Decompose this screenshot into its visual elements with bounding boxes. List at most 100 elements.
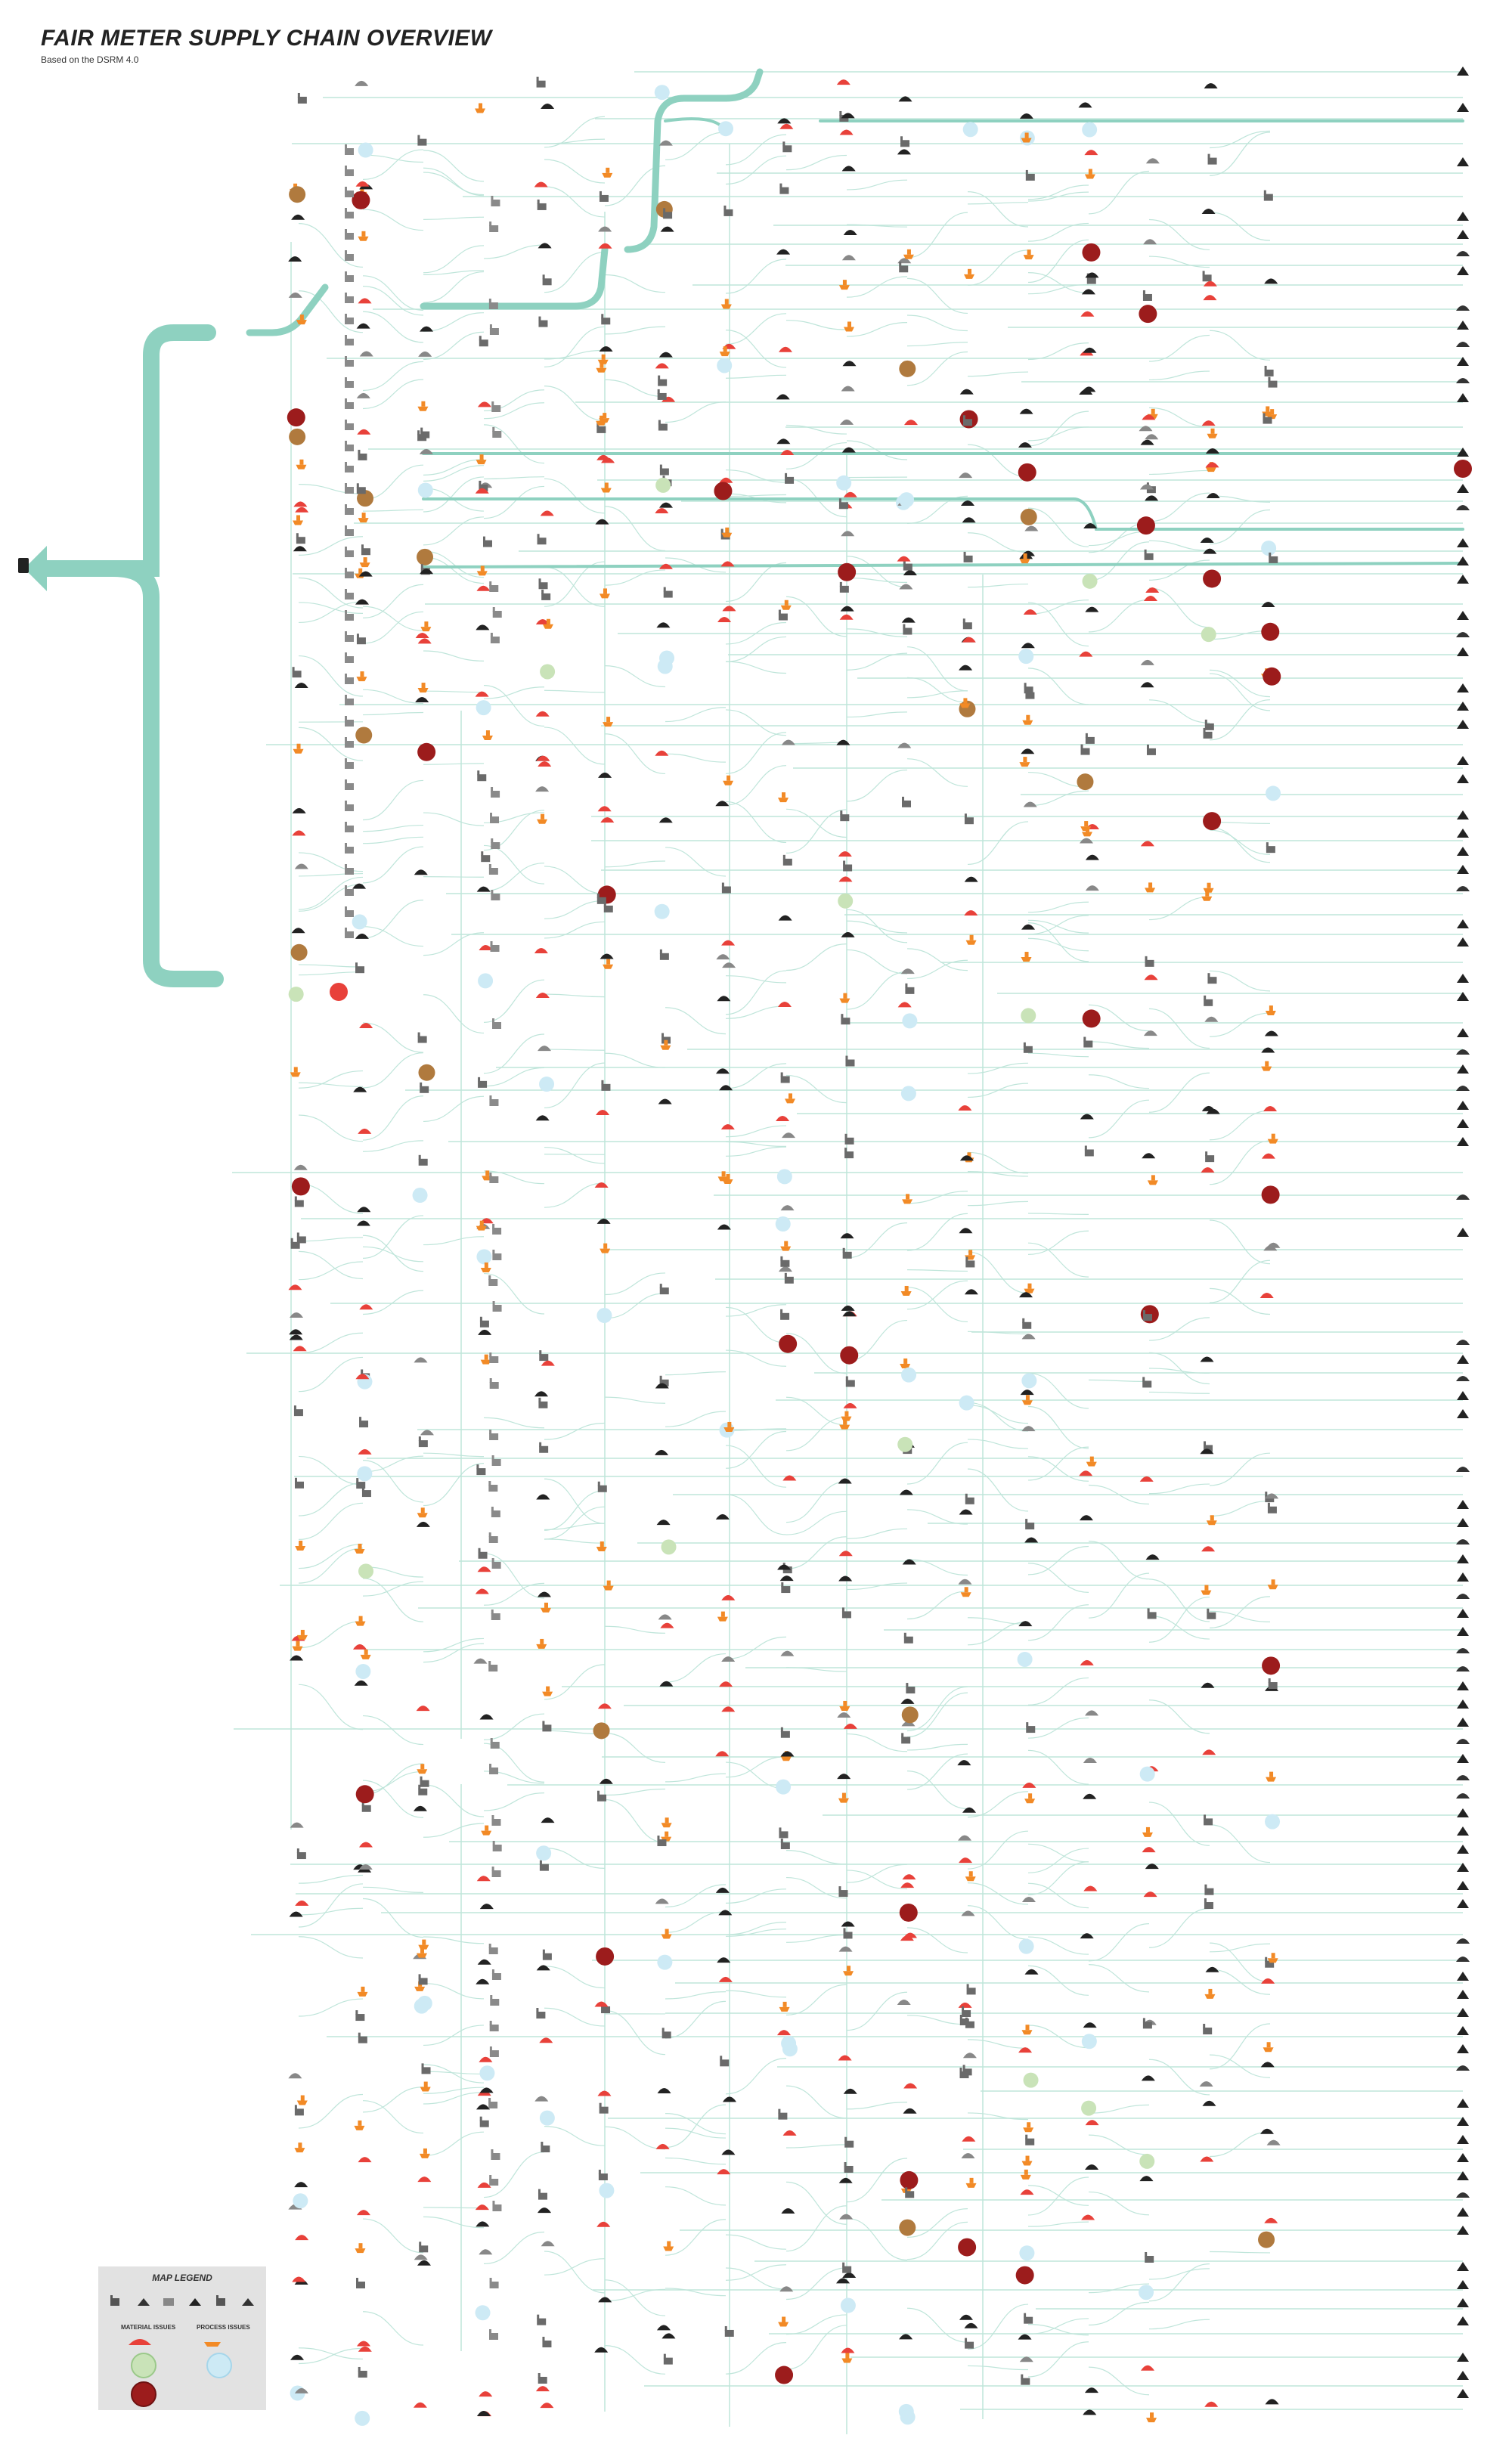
connector-line bbox=[1148, 1579, 1210, 1622]
connector-line bbox=[362, 900, 424, 939]
material-issue-icon bbox=[1015, 2266, 1034, 2285]
factory-icon bbox=[489, 324, 499, 335]
factory-chimney bbox=[490, 1738, 493, 1743]
ore-pile-icon bbox=[358, 1128, 372, 1134]
factory-body bbox=[1142, 1380, 1152, 1388]
factory-chimney bbox=[1022, 1318, 1025, 1323]
factory-body bbox=[659, 1379, 669, 1386]
ore-pile-icon bbox=[1018, 1621, 1033, 1627]
ore-pile-icon bbox=[1456, 632, 1470, 637]
connector-line bbox=[423, 216, 485, 220]
ore-pile-icon bbox=[1456, 505, 1470, 510]
factory-icon bbox=[657, 389, 667, 400]
factory-body bbox=[845, 1059, 855, 1067]
connector-line bbox=[1027, 2341, 1089, 2378]
factory-body bbox=[542, 2340, 552, 2347]
connector-line bbox=[1148, 2263, 1210, 2302]
connector-line bbox=[906, 1269, 968, 1272]
factory-chimney bbox=[903, 624, 906, 629]
factory-icon bbox=[345, 420, 354, 430]
connector-line bbox=[604, 2009, 666, 2056]
ore-pile-icon bbox=[959, 389, 974, 395]
ship-icon bbox=[778, 2322, 789, 2327]
connector-line bbox=[362, 611, 424, 644]
factory-chimney bbox=[842, 2262, 845, 2267]
ship-icon bbox=[780, 1246, 792, 1251]
ore-pile-icon bbox=[293, 1164, 308, 1170]
ship-icon bbox=[481, 1830, 492, 1836]
factory-body bbox=[420, 1780, 429, 1787]
factory-body bbox=[296, 1236, 306, 1244]
factory-body bbox=[292, 671, 302, 678]
factory-icon bbox=[962, 2065, 972, 2076]
mine-icon bbox=[1457, 2117, 1469, 2126]
connector-line bbox=[362, 1886, 424, 1893]
connector-line bbox=[1088, 2191, 1150, 2216]
ore-pile-icon bbox=[1142, 414, 1156, 420]
ship-icon bbox=[357, 1991, 368, 1997]
factory-icon bbox=[488, 1532, 498, 1543]
connector-line bbox=[544, 2258, 606, 2276]
connector-line bbox=[1027, 426, 1089, 441]
ore-pile-icon bbox=[416, 1706, 430, 1712]
ore-pile-icon bbox=[419, 448, 433, 454]
factory-body bbox=[1024, 686, 1033, 694]
mine-icon bbox=[1457, 1699, 1469, 1709]
major-flow bbox=[246, 283, 329, 336]
factory-icon bbox=[345, 144, 354, 155]
factory-icon bbox=[345, 377, 354, 388]
factory-body bbox=[345, 593, 354, 600]
factory-body bbox=[478, 1080, 488, 1088]
mine-icon bbox=[1457, 847, 1469, 856]
factory-chimney bbox=[542, 274, 545, 280]
connector-line bbox=[362, 1715, 424, 1746]
factory-icon bbox=[491, 1610, 500, 1620]
factory-body bbox=[840, 814, 850, 822]
factory-body bbox=[839, 585, 849, 593]
factory-icon bbox=[479, 2116, 489, 2127]
ship-icon bbox=[602, 172, 613, 178]
factory-chimney bbox=[720, 528, 723, 534]
factory-chimney bbox=[491, 1867, 494, 1871]
connector-line bbox=[785, 808, 847, 838]
ore-pile-icon bbox=[780, 1650, 795, 1656]
connector-line bbox=[1209, 1500, 1271, 1517]
factory-chimney bbox=[538, 2372, 541, 2378]
mine-icon bbox=[1457, 1627, 1469, 1636]
factory-icon bbox=[723, 205, 733, 216]
connector-line bbox=[725, 1921, 787, 1935]
ore-pile-icon bbox=[541, 2241, 555, 2247]
connector-line bbox=[544, 1506, 606, 1540]
factory-chimney bbox=[1025, 2134, 1028, 2139]
factory-chimney bbox=[779, 183, 782, 188]
mine-icon bbox=[1457, 266, 1469, 275]
factory-chimney bbox=[1142, 1377, 1145, 1382]
ore-pile-icon bbox=[1260, 2128, 1275, 2134]
factory-icon bbox=[1022, 1318, 1032, 1329]
connector-line bbox=[967, 821, 1029, 866]
material-issue-icon bbox=[1077, 773, 1094, 791]
factory-chimney bbox=[489, 2278, 492, 2282]
factory-icon bbox=[296, 533, 305, 544]
factory-body bbox=[418, 1788, 428, 1795]
ore-pile-icon bbox=[660, 226, 674, 232]
connector-line bbox=[785, 1536, 847, 1569]
connector-line bbox=[1209, 132, 1271, 176]
factory-body bbox=[417, 138, 427, 146]
factory-body bbox=[290, 1241, 300, 1249]
connector-line bbox=[725, 1990, 787, 1998]
factory-chimney bbox=[356, 483, 359, 488]
ore-pile-icon bbox=[601, 457, 615, 463]
factory-icon bbox=[345, 229, 354, 240]
ore-pile-icon bbox=[358, 1842, 373, 1848]
factory-body bbox=[603, 905, 613, 912]
ore-pile-icon bbox=[1019, 408, 1033, 414]
process-issue-icon bbox=[1021, 1373, 1037, 1389]
process-issue-icon bbox=[1266, 785, 1281, 801]
connector-line bbox=[785, 1850, 847, 1865]
connector-line bbox=[604, 1799, 666, 1843]
connector-line bbox=[423, 167, 485, 197]
ore-pile-icon bbox=[1143, 239, 1157, 245]
factory-icon bbox=[780, 1839, 790, 1850]
ore-pile-icon bbox=[1139, 484, 1154, 490]
